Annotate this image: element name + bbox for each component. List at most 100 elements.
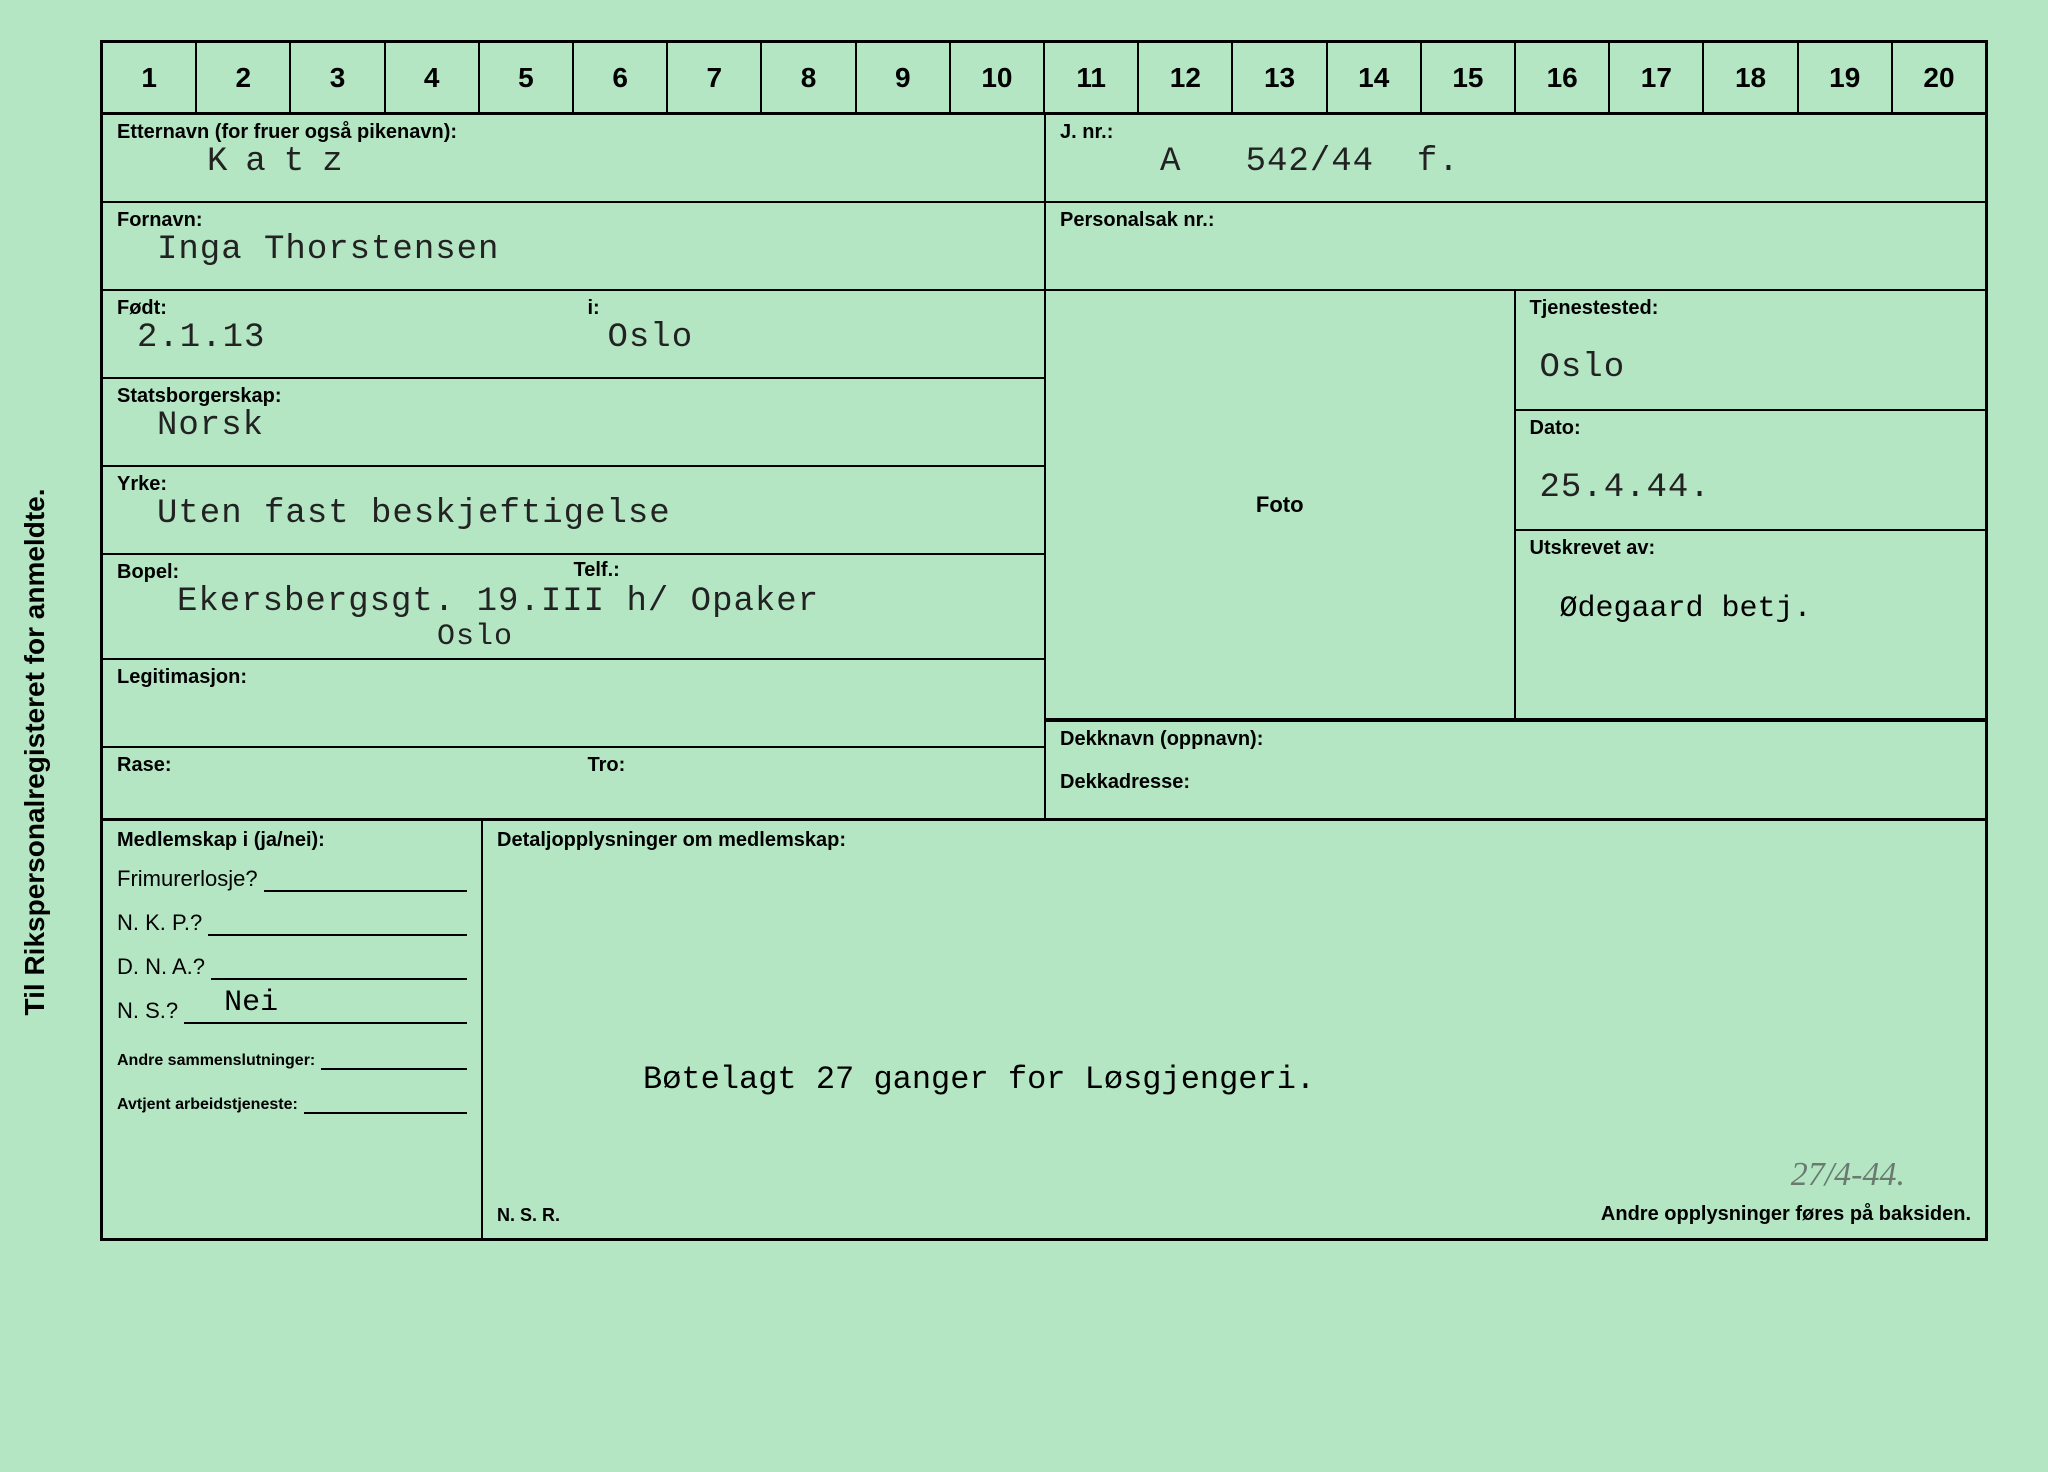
ruler-cell: 20 <box>1893 43 1985 112</box>
footer-nsr: N. S. R. <box>497 1205 560 1226</box>
ruler-cell: 3 <box>291 43 385 112</box>
card-body: 1 2 3 4 5 6 7 8 9 10 11 12 13 14 15 16 1… <box>100 40 1988 1241</box>
value-statsborgerskap: Norsk <box>117 408 1030 445</box>
mem-line <box>264 866 467 892</box>
label-etternavn: Etternavn (for fruer også pikenavn): <box>117 121 1030 144</box>
label-fornavn: Fornavn: <box>117 209 1030 232</box>
value-etternavn: Katz <box>117 144 1030 181</box>
footer-row: N. S. R. Andre opplysninger føres på bak… <box>497 1203 1971 1226</box>
ruler-cell: 18 <box>1704 43 1798 112</box>
right-stack: Tjenestested: Oslo Dato: 25.4.44. Utskre… <box>1516 291 1986 718</box>
label-statsborgerskap: Statsborgerskap: <box>117 385 1030 408</box>
ruler-cell: 13 <box>1233 43 1327 112</box>
ruler-cell: 4 <box>386 43 480 112</box>
field-bopel: Bopel: Telf.: Ekersbergsgt. 19.III h/ Op… <box>103 555 1044 660</box>
label-membership: Medlemskap i (ja/nei): <box>117 829 467 852</box>
mem-line <box>304 1088 467 1114</box>
ruler-cell: 11 <box>1045 43 1139 112</box>
value-bopel2: Oslo <box>117 621 1030 654</box>
label-foto: Foto <box>1256 492 1304 518</box>
registration-card: Til Rikspersonalregisteret for anmeldte.… <box>0 0 2048 1472</box>
ruler-cell: 7 <box>668 43 762 112</box>
field-yrke: Yrke: Uten fast beskjeftigelse <box>103 467 1044 555</box>
field-tjenestested: Tjenestested: Oslo <box>1516 291 1986 411</box>
ruler-cell: 1 <box>103 43 197 112</box>
field-rase-tro: Rase: Tro: <box>103 748 1044 818</box>
mem-row-avtjent: Avtjent arbeidstjeneste: <box>117 1088 467 1114</box>
mem-row-andre: Andre sammenslutninger: <box>117 1044 467 1070</box>
ruler-cell: 9 <box>857 43 951 112</box>
ruler-cell: 10 <box>951 43 1045 112</box>
field-utskrevet: Utskrevet av: Ødegaard betj. <box>1516 531 1986 718</box>
left-column: Etternavn (for fruer også pikenavn): Kat… <box>103 115 1044 818</box>
ruler-cell: 2 <box>197 43 291 112</box>
mem-line <box>321 1044 467 1070</box>
mem-line: Nei <box>184 998 467 1024</box>
label-fodt-i: i: <box>588 297 1031 320</box>
value-yrke: Uten fast beskjeftigelse <box>117 496 1030 533</box>
label-dekkadresse: Dekkadresse: <box>1060 771 1971 794</box>
ruler-cell: 8 <box>762 43 856 112</box>
value-bopel: Ekersbergsgt. 19.III h/ Opaker <box>117 584 1030 621</box>
ruler-cell: 5 <box>480 43 574 112</box>
field-fodt: Født: 2.1.13 i: Oslo <box>103 291 1044 379</box>
ruler-cell: 16 <box>1516 43 1610 112</box>
field-legitimasjon: Legitimasjon: <box>103 660 1044 748</box>
field-personalsak: Personalsak nr.: <box>1044 203 1985 291</box>
mem-q4: N. S.? <box>117 998 178 1024</box>
value-tjenestested: Oslo <box>1530 350 1972 387</box>
footer-note: Andre opplysninger føres på baksiden. <box>1601 1203 1971 1226</box>
mem-row-frimurer: Frimurerlosje? <box>117 866 467 892</box>
mem-q4-answer: Nei <box>224 986 278 1020</box>
ruler-cell: 14 <box>1328 43 1422 112</box>
value-fornavn: Inga Thorstensen <box>117 232 1030 269</box>
label-andre: Andre sammenslutninger: <box>117 1051 315 1070</box>
label-jnr: J. nr.: <box>1060 121 1971 144</box>
label-legitimasjon: Legitimasjon: <box>117 666 1030 689</box>
label-fodt: Født: <box>117 297 560 320</box>
mem-row-ns: N. S.? Nei <box>117 998 467 1024</box>
field-fornavn: Fornavn: Inga Thorstensen <box>103 203 1044 291</box>
ruler-cell: 6 <box>574 43 668 112</box>
mem-row-nkp: N. K. P.? <box>117 910 467 936</box>
ruler-cell: 15 <box>1422 43 1516 112</box>
label-avtjent: Avtjent arbeidstjeneste: <box>117 1095 298 1114</box>
bottom-section: Medlemskap i (ja/nei): Frimurerlosje? N.… <box>100 821 1988 1241</box>
label-dato: Dato: <box>1530 417 1972 440</box>
field-statsborgerskap: Statsborgerskap: Norsk <box>103 379 1044 467</box>
label-dekknavn: Dekknavn (oppnavn): <box>1060 728 1971 751</box>
mem-q2: N. K. P.? <box>117 910 202 936</box>
detail-note: Bøtelagt 27 ganger for Løsgjengeri. <box>643 1061 1315 1098</box>
field-dekk: Dekknavn (oppnavn): Dekkadresse: <box>1044 720 1985 818</box>
vertical-title: Til Rikspersonalregisteret for anmeldte. <box>19 489 51 1016</box>
label-telf: Telf.: <box>574 559 620 582</box>
ruler-cell: 17 <box>1610 43 1704 112</box>
value-fodt-i: Oslo <box>588 320 1031 357</box>
field-etternavn: Etternavn (for fruer også pikenavn): Kat… <box>103 115 1044 203</box>
field-dato: Dato: 25.4.44. <box>1516 411 1986 531</box>
detail-column: Detaljopplysninger om medlemskap: Bøtela… <box>483 821 1985 1238</box>
ruler-cell: 12 <box>1139 43 1233 112</box>
field-jnr: J. nr.: A 542/44 f. <box>1044 115 1985 203</box>
foto-box: Foto <box>1046 291 1516 718</box>
label-tjenestested: Tjenestested: <box>1530 297 1972 320</box>
mem-row-dna: D. N. A.? <box>117 954 467 980</box>
mem-q1: Frimurerlosje? <box>117 866 258 892</box>
membership-column: Medlemskap i (ja/nei): Frimurerlosje? N.… <box>103 821 483 1238</box>
handwritten-date: 27/4-44. <box>1791 1156 1905 1194</box>
label-utskrevet: Utskrevet av: <box>1530 537 1972 560</box>
value-utskrevet: Ødegaard betj. <box>1530 590 1972 629</box>
label-details: Detaljopplysninger om medlemskap: <box>497 829 1971 852</box>
value-jnr: A 542/44 f. <box>1060 144 1971 181</box>
ruler-row: 1 2 3 4 5 6 7 8 9 10 11 12 13 14 15 16 1… <box>100 40 1988 112</box>
label-rase: Rase: <box>117 754 560 777</box>
mem-line <box>211 954 467 980</box>
ruler-cell: 19 <box>1799 43 1893 112</box>
label-personalsak: Personalsak nr.: <box>1060 209 1971 232</box>
value-dato: 25.4.44. <box>1530 470 1972 507</box>
main-grid: Etternavn (for fruer også pikenavn): Kat… <box>100 112 1988 821</box>
label-yrke: Yrke: <box>117 473 1030 496</box>
label-tro: Tro: <box>588 754 1031 777</box>
right-column: J. nr.: A 542/44 f. Personalsak nr.: Fot… <box>1044 115 1985 818</box>
value-fodt: 2.1.13 <box>117 320 560 357</box>
